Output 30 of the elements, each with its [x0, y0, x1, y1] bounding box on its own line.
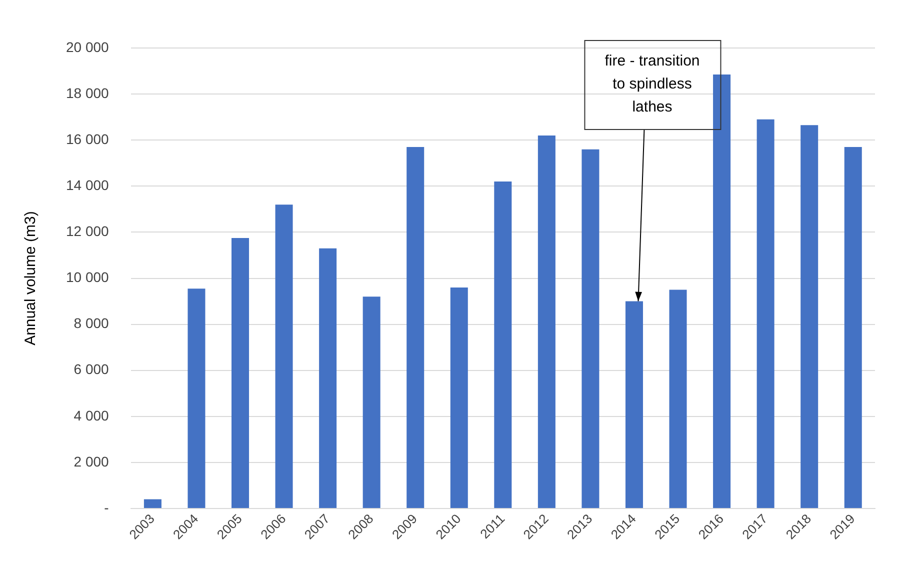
bar [800, 125, 818, 508]
y-tick-label: - [104, 499, 110, 516]
bar [669, 290, 687, 508]
bar [362, 296, 380, 508]
bar [144, 499, 162, 508]
bar [319, 248, 337, 508]
y-tick-label: 2 000 [74, 453, 110, 470]
bar [538, 136, 556, 508]
bar [275, 204, 293, 508]
bar [713, 74, 731, 508]
y-tick-label: 4 000 [74, 407, 110, 424]
y-tick-label: 14 000 [66, 177, 110, 194]
bar [494, 182, 512, 508]
bar [406, 147, 424, 508]
y-tick-label: 18 000 [66, 84, 110, 101]
bar [450, 287, 468, 508]
bar [232, 238, 250, 508]
y-tick-label: 8 000 [74, 315, 110, 332]
y-tick-label: 6 000 [74, 361, 110, 378]
bar [188, 288, 206, 508]
y-tick-label: 10 000 [66, 269, 110, 286]
y-tick-label: 16 000 [66, 130, 110, 147]
y-tick-label: 12 000 [66, 223, 110, 240]
bar [756, 119, 774, 508]
y-tick-label: 20 000 [66, 38, 110, 55]
annotation: fire - transition to spindless lathes [604, 52, 700, 116]
bar [844, 147, 862, 508]
bar [582, 149, 600, 508]
y-axis-title: Annual volume (m3) [22, 211, 40, 346]
bar [625, 301, 643, 508]
